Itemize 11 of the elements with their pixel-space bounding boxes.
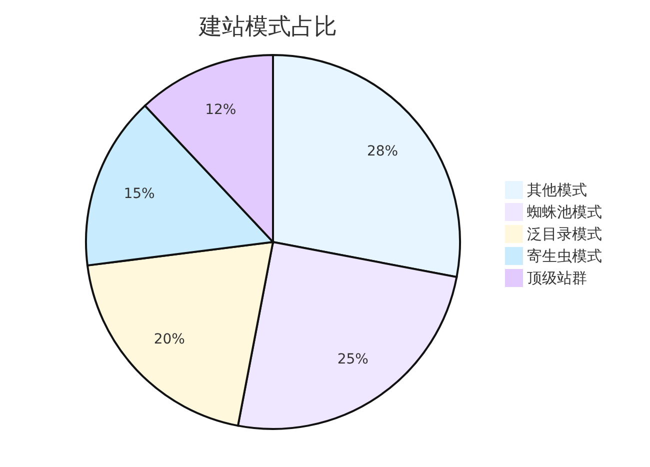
data-label: 12% [205,102,236,118]
legend-label: 蜘蛛池模式 [527,202,602,222]
legend-label: 泛目录模式 [527,224,602,244]
data-label: 25% [337,352,368,368]
legend-label: 顶级站群 [527,268,587,288]
legend-label: 其他模式 [527,180,587,200]
data-label: 15% [124,186,155,202]
data-label: 20% [154,331,185,348]
legend-label: 寄生虫模式 [527,246,602,266]
data-label: 28% [366,143,398,160]
chart-title: 建站模式占比 [198,14,337,40]
